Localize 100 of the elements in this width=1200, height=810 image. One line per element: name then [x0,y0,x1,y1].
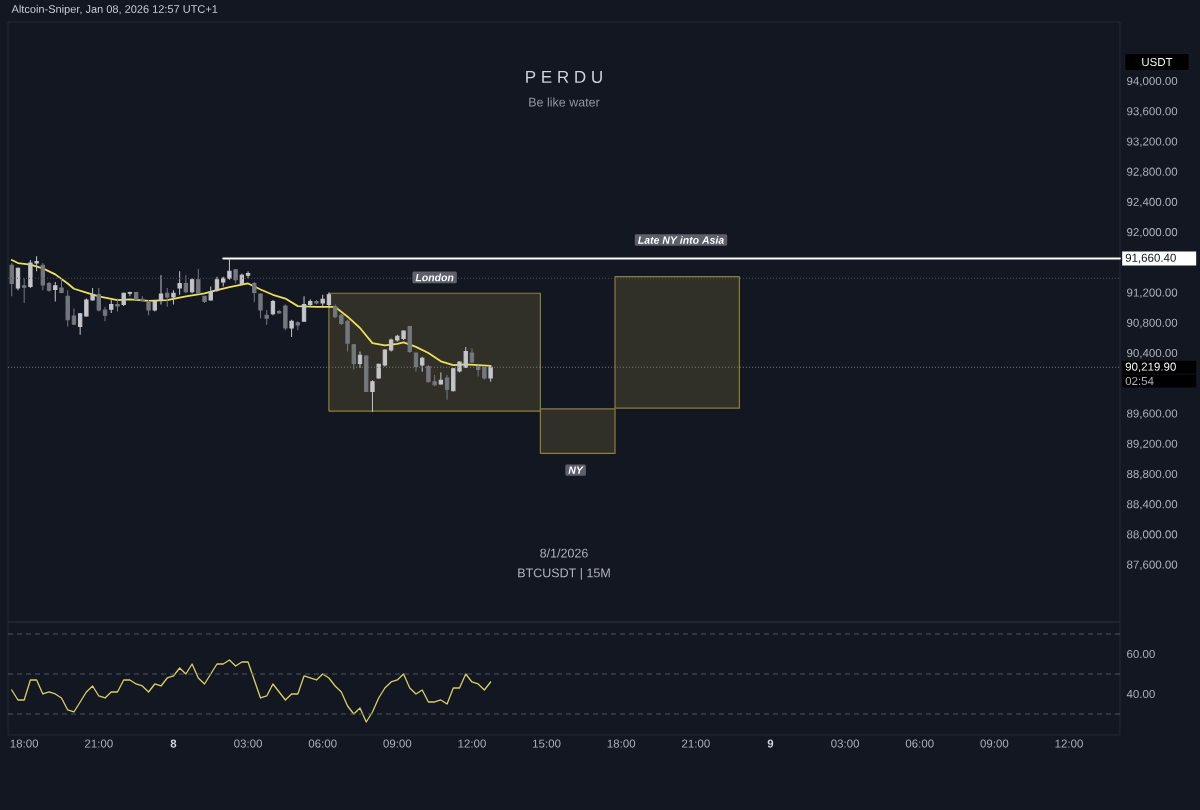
y-tick-label: 90,400.00 [1127,348,1178,359]
data-label: 91,660.40 [1125,253,1176,264]
candlestick [158,274,164,306]
x-tick-label: 06:00 [905,739,934,748]
candlestick [133,291,139,301]
y-tick-label: 88,000.00 [1127,530,1178,540]
candlestick [177,270,182,296]
candlestick [127,291,133,297]
line-series [10,259,492,367]
candlestick [233,268,238,284]
candlestick [388,338,394,352]
x-tick-label: 18:00 [607,739,636,748]
candlestick [270,299,276,316]
candlestick [376,363,381,380]
candlestick [152,299,157,312]
candlestick [165,287,170,308]
candlestick [53,281,58,303]
text: P E R D U [526,71,602,83]
candlestick [102,306,108,322]
candlestick [382,348,388,368]
candlestick [115,298,120,312]
candlestick [239,273,245,286]
candlestick [469,347,475,365]
ref-line-label: 90,219.90 [1125,362,1176,373]
candlestick [295,320,300,331]
candlestick [146,299,151,316]
x-tick-label: 03:00 [234,739,262,748]
y-axis-title: USDT [1142,57,1173,67]
x-tick-label: 03:00 [831,739,860,748]
annotation: London [415,273,454,282]
x-tick-label: 06:00 [308,739,337,748]
candlestick [444,374,450,401]
candlestick [121,292,126,307]
x-tick-label: 18:00 [10,739,39,748]
y-tick-label: 92,800.00 [1127,167,1178,178]
candlestick [140,295,145,303]
y-tick-label: 90,800.00 [1127,318,1178,329]
candlestick [183,274,189,294]
candlestick [96,287,101,312]
annotation: Late NY into Asia [638,236,724,244]
candlestick [46,281,52,293]
candlestick [65,289,70,328]
y-tick-label: 89,200.00 [1127,439,1178,450]
candlestick [308,298,313,308]
y-tick-label: 89,600.00 [1127,409,1178,419]
candlestick [214,276,220,293]
candlestick [189,277,195,294]
x-tick-label: 9 [767,739,774,748]
text: Altcoin-Sniper, Jan 08, 2026 12:57 UTC+1 [11,4,218,16]
y-tick-label: 92,000.00 [1127,228,1178,238]
candlestick [77,312,83,336]
candlestick [326,292,332,308]
candlestick [314,299,319,306]
candlestick [283,304,288,331]
candlestick [252,281,257,303]
candlestick [357,350,363,369]
y-tick-label: 88,800.00 [1127,469,1178,480]
y-tick-label: 40.00 [1126,689,1155,699]
x-tick-label: 21:00 [85,739,113,748]
candlestick [109,299,114,314]
y-tick-label: 94,000.00 [1127,76,1178,87]
annotation: NY [568,466,584,474]
x-tick-label: 12:00 [1055,739,1083,748]
candlestick [245,270,251,279]
y-tick-label: 92,400.00 [1127,197,1178,208]
x-tick-label: 8 [170,739,177,748]
candlestick [15,267,21,291]
candlestick [171,289,176,306]
candlestick [22,277,27,304]
candlestick [9,262,14,297]
y-tick-label: 87,600.00 [1127,560,1178,571]
candlestick [301,295,307,322]
x-tick-label: 09:00 [980,739,1009,748]
candlestick [488,364,493,383]
candlestick [407,325,412,354]
candlestick [289,319,294,338]
candlestick [208,285,213,302]
text: 02:54 [1125,376,1154,386]
x-tick-label: 12:00 [458,739,486,748]
candlestick [264,309,269,326]
candlestick [276,309,282,315]
x-tick-label: 09:00 [383,739,412,748]
candlestick [332,304,338,319]
candlestick [59,277,64,294]
candlestick [196,268,201,294]
text: Be like water [529,97,600,107]
y-tick-label: 93,600.00 [1127,107,1178,117]
candlestick [40,262,46,291]
candlestick [71,307,77,326]
candlestick [320,294,325,308]
y-tick-label: 88,400.00 [1127,500,1178,510]
candlestick [202,295,207,304]
candlestick [370,379,375,413]
y-tick-label: 91,200.00 [1127,288,1178,299]
x-tick-label: 15:00 [533,739,561,748]
y-tick-label: 60.00 [1127,649,1155,659]
annotation: 8/1/2026 [540,548,588,558]
y-tick-label: 93,200.00 [1127,137,1178,147]
candlestick [438,372,444,386]
annotation: BTCUSDT | 15M [518,568,610,580]
